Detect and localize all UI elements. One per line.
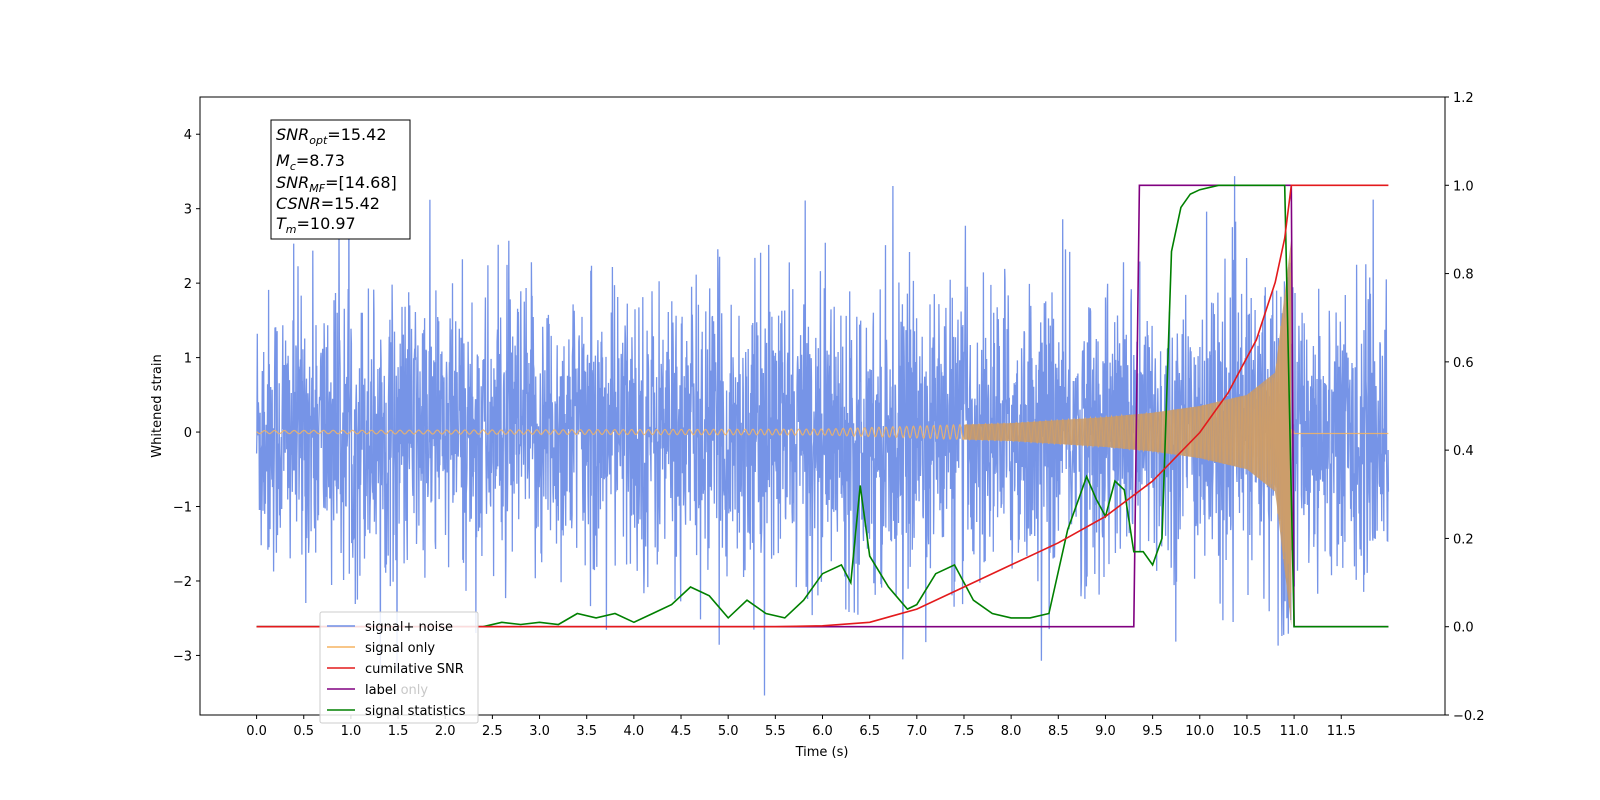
legend-label-signal-noise: signal+ noise xyxy=(365,620,453,635)
legend-label-signal-statistics: signal statistics xyxy=(365,704,466,719)
x-tick-label: 11.5 xyxy=(1327,724,1356,739)
x-tick-label: 6.5 xyxy=(859,724,880,739)
info-mc: Mc=8.73 xyxy=(276,151,345,173)
x-tick-label: 9.0 xyxy=(1095,724,1116,739)
x-tick-label: 8.5 xyxy=(1048,724,1069,739)
legend-label-signal-only: signal only xyxy=(365,641,435,656)
y-tick-label: −3 xyxy=(173,649,192,664)
x-tick-label: 5.5 xyxy=(765,724,786,739)
y2-tick-label: 0.2 xyxy=(1453,532,1474,547)
x-tick-label: 1.0 xyxy=(341,724,362,739)
x-tick-label: 10.5 xyxy=(1232,724,1261,739)
y2-tick-label: 0.6 xyxy=(1453,356,1474,371)
y2-tick-label: −0.2 xyxy=(1453,709,1485,724)
info-tm: Tm=10.97 xyxy=(276,214,356,236)
x-tick-label: 9.5 xyxy=(1142,724,1163,739)
x-tick-label: 5.0 xyxy=(718,724,739,739)
y2-tick-label: 0.4 xyxy=(1453,444,1474,459)
series-signal-statistics xyxy=(256,184,1389,628)
y-tick-label: 3 xyxy=(184,203,192,218)
x-tick-label: 7.0 xyxy=(906,724,927,739)
y2-tick-label: 0.0 xyxy=(1453,621,1474,636)
y-axis-label: Whitened strain xyxy=(150,354,165,457)
y-tick-label: 1 xyxy=(184,352,192,367)
legend-label-label-only: label only xyxy=(365,683,428,698)
x-tick-label: 7.5 xyxy=(954,724,975,739)
x-tick-label: 8.0 xyxy=(1001,724,1022,739)
x-axis-label: Time (s) xyxy=(795,745,849,760)
series-cumulative-snr xyxy=(256,184,1389,628)
info-snr-opt: SNRopt=15.42 xyxy=(276,125,387,147)
x-tick-label: 2.5 xyxy=(482,724,503,739)
legend-label-label: label xyxy=(365,683,396,698)
y2-tick-label: 1.2 xyxy=(1453,91,1474,106)
legend: signal+ noise signal only cumilative SNR… xyxy=(319,611,479,724)
x-tick-label: 1.5 xyxy=(388,724,409,739)
x-tick-label: 3.5 xyxy=(576,724,597,739)
y2-tick-label: 1.0 xyxy=(1453,179,1474,194)
x-tick-label: 3.0 xyxy=(529,724,550,739)
x-tick-label: 4.0 xyxy=(624,724,645,739)
x-tick-label: 2.0 xyxy=(435,724,456,739)
x-tick-label: 10.0 xyxy=(1185,724,1214,739)
info-snr-mf: SNRMF=[14.68] xyxy=(276,173,397,195)
x-tick-label: 0.5 xyxy=(293,724,314,739)
series-signal-only-envelope xyxy=(964,238,1292,626)
x-tick-label: 6.0 xyxy=(812,724,833,739)
y-tick-label: −1 xyxy=(173,501,192,516)
x-tick-label: 4.5 xyxy=(671,724,692,739)
series-signal-noise xyxy=(255,163,1390,696)
x-tick-label: 0.0 xyxy=(246,724,267,739)
x-tick-label: 11.0 xyxy=(1280,724,1309,739)
y2-tick-label: 0.8 xyxy=(1453,268,1474,283)
info-box: SNRopt=15.42 Mc=8.73 SNRMF=[14.68] CSNR=… xyxy=(270,119,411,240)
info-csnr: CSNR=15.42 xyxy=(276,194,380,213)
y-tick-label: −2 xyxy=(173,575,192,590)
y-tick-label: 2 xyxy=(184,277,192,292)
y-tick-label: 4 xyxy=(184,128,192,143)
legend-label-cumulative-snr: cumilative SNR xyxy=(365,662,464,677)
y-tick-label: 0 xyxy=(184,426,192,441)
